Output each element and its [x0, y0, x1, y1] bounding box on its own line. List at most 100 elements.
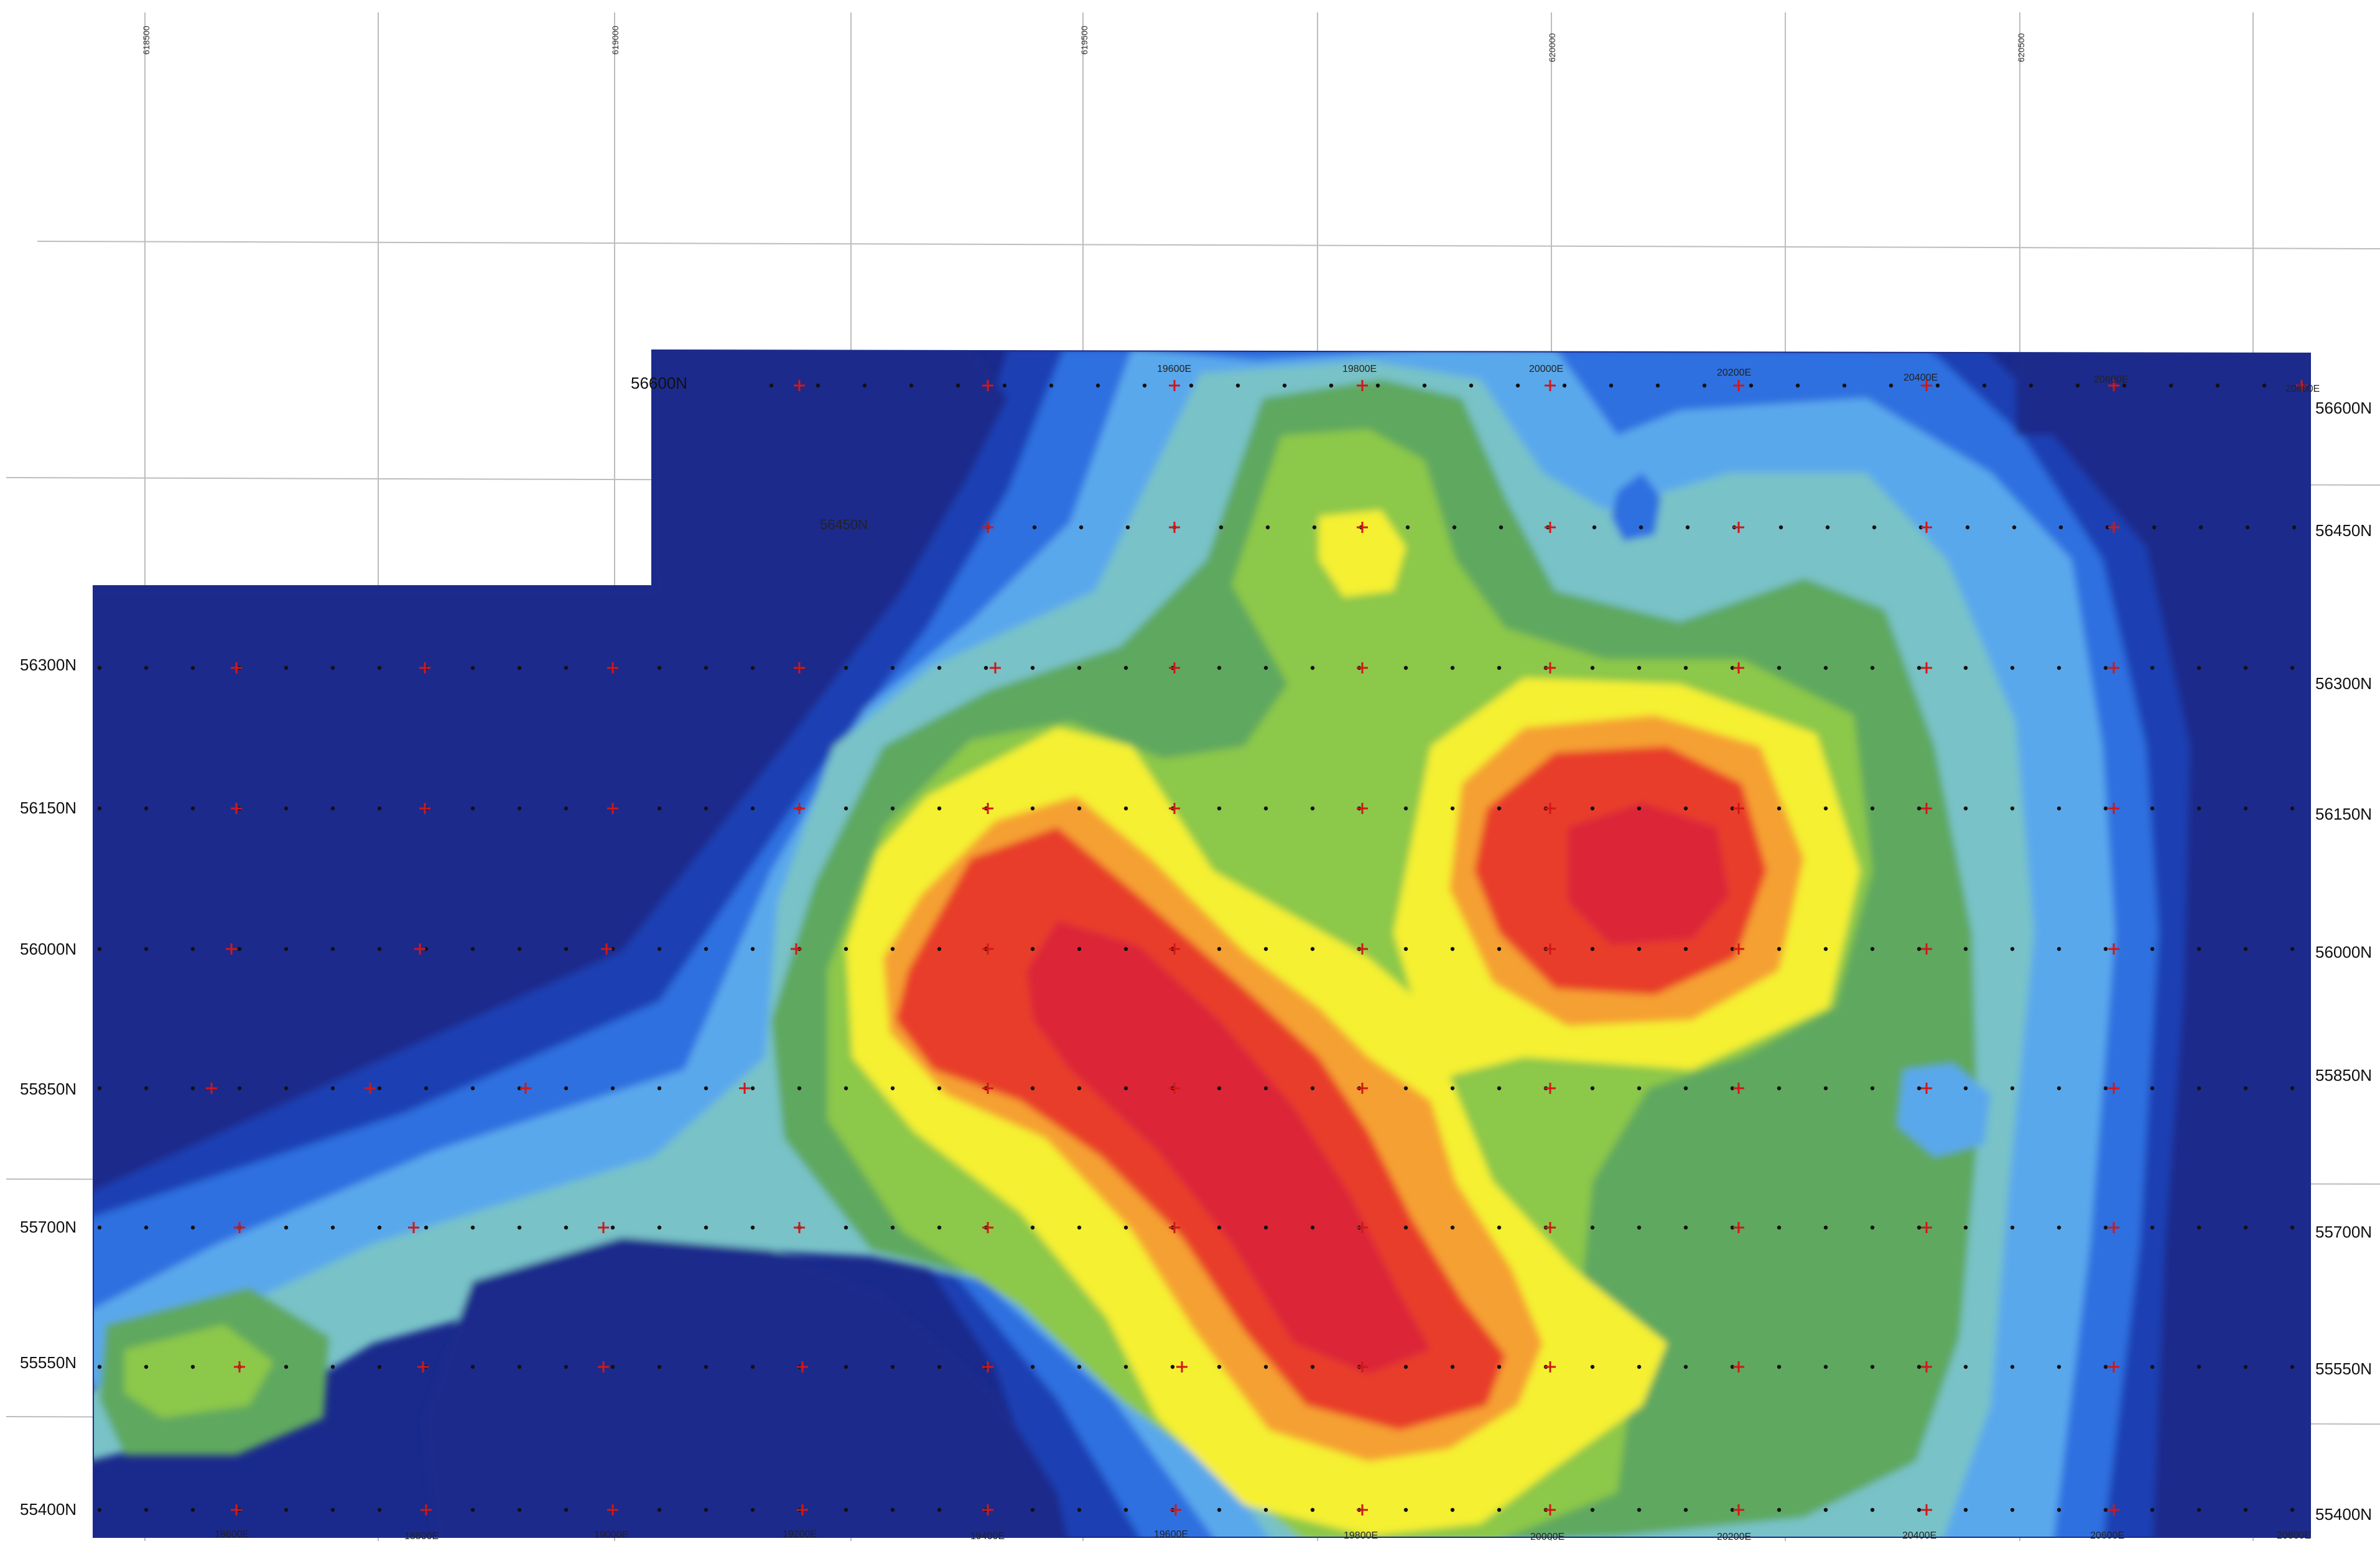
- station-dot: [2103, 1364, 2108, 1369]
- grid-easting-label: 19000E: [594, 1530, 628, 1540]
- station-dot: [1637, 806, 1642, 811]
- station-dot: [330, 1507, 335, 1512]
- station-dot: [1422, 383, 1427, 388]
- grid-easting-label: 19800E: [1344, 1530, 1378, 1541]
- station-dot: [2010, 665, 2015, 670]
- station-dot: [1963, 665, 1968, 670]
- station-dot: [564, 1507, 569, 1512]
- northing-label: 56150N: [20, 798, 77, 817]
- line-label-inner: 56450N: [820, 517, 868, 532]
- station-dot: [1450, 1364, 1455, 1369]
- station-dot: [844, 1507, 848, 1512]
- station-dot: [890, 806, 895, 811]
- station-cross-marker: [1357, 1222, 1368, 1233]
- station-dot: [144, 946, 149, 951]
- station-dot: [1077, 1086, 1082, 1091]
- station-cross-marker: [607, 662, 618, 673]
- station-dot: [1590, 946, 1595, 951]
- station-dot: [1123, 1507, 1128, 1512]
- station-dot: [1403, 1507, 1408, 1512]
- survey-boundary: [93, 349, 2311, 1538]
- station-dot: [1777, 1086, 1782, 1091]
- station-dot: [564, 665, 569, 670]
- station-cross-marker: [1545, 1504, 1556, 1516]
- station-dot: [1823, 1364, 1828, 1369]
- station-cross-marker: [417, 1361, 429, 1372]
- station-dot: [330, 1086, 335, 1091]
- station-dot: [144, 1507, 149, 1512]
- station-cross-marker: [234, 1222, 245, 1233]
- station-dot: [517, 1225, 522, 1230]
- station-dot: [1870, 665, 1875, 670]
- station-dot: [937, 806, 942, 811]
- station-dot: [890, 1507, 895, 1512]
- station-dot: [1403, 1225, 1408, 1230]
- station-cross-marker: [414, 943, 425, 955]
- station-dot: [1777, 1225, 1782, 1230]
- station-cross-marker: [1733, 1083, 1744, 1094]
- station-dot: [1263, 1507, 1268, 1512]
- station-dot: [1590, 1225, 1595, 1230]
- station-cross-marker: [797, 1504, 808, 1516]
- station-cross-marker: [2108, 1222, 2119, 1233]
- northing-label: 56000N: [20, 940, 77, 958]
- station-dot: [1870, 806, 1875, 811]
- station-dot: [190, 665, 195, 670]
- grid-easting-label: 19800E: [1342, 364, 1377, 374]
- station-dot: [377, 946, 382, 951]
- station-dot: [1963, 1364, 1968, 1369]
- station-dot: [983, 665, 988, 670]
- station-dot: [190, 1086, 195, 1091]
- station-cross-marker: [1921, 943, 1932, 955]
- station-dot: [1917, 1507, 1922, 1512]
- station-cross-marker: [206, 1083, 217, 1094]
- station-cross-marker: [1545, 662, 1556, 673]
- station-cross-marker: [1733, 662, 1744, 673]
- station-cross-marker: [231, 1504, 242, 1516]
- station-dot: [144, 1364, 149, 1369]
- station-dot: [890, 946, 895, 951]
- station-dot: [1077, 806, 1082, 811]
- station-cross-marker: [1169, 1083, 1180, 1094]
- station-dot: [1452, 525, 1457, 530]
- station-cross-marker: [1357, 1361, 1368, 1372]
- station-dot: [1823, 1507, 1828, 1512]
- grid-easting-labels-top: 19600E 19800E 20000E 20200E 20400E 20600…: [1157, 364, 2320, 394]
- station-dot: [2150, 1086, 2155, 1091]
- station-cross-marker: [231, 662, 242, 673]
- station-cross-marker: [1733, 1222, 1744, 1233]
- station-cross-marker: [2108, 1361, 2119, 1372]
- station-dot: [2152, 525, 2157, 530]
- station-cross-marker: [2108, 943, 2119, 955]
- station-dot: [1310, 1364, 1315, 1369]
- station-dot: [2262, 383, 2267, 388]
- station-cross-marker: [1545, 803, 1556, 814]
- station-cross-marker: [601, 943, 612, 955]
- station-dot: [844, 806, 848, 811]
- station-cross-marker: [1921, 1083, 1932, 1094]
- station-dot: [1963, 1507, 1968, 1512]
- station-dot: [1592, 525, 1597, 530]
- station-dot: [2010, 1364, 2015, 1369]
- station-cross-marker: [419, 662, 430, 673]
- northing-labels-right: 56600N 56450N 56300N 56150N 56000N 55850…: [2315, 399, 2372, 1524]
- station-cross-marker: [598, 1361, 609, 1372]
- station-dot: [844, 665, 848, 670]
- station-dot: [1935, 383, 1940, 388]
- northing-label: 56000N: [2315, 943, 2372, 961]
- station-cross-marker: [231, 803, 242, 814]
- station-cross-marker: [1169, 803, 1180, 814]
- station-dot: [1375, 383, 1380, 388]
- station-dot: [1170, 1364, 1175, 1369]
- station-dot: [1310, 665, 1315, 670]
- station-dot: [2057, 806, 2062, 811]
- station-dot: [2290, 806, 2295, 811]
- station-dot: [1002, 383, 1007, 388]
- station-dot: [1870, 1507, 1875, 1512]
- station-cross-marker: [739, 1083, 750, 1094]
- station-dot: [1730, 806, 1735, 811]
- station-dot: [1777, 1364, 1782, 1369]
- station-dot: [937, 946, 942, 951]
- station-dot: [1263, 1364, 1268, 1369]
